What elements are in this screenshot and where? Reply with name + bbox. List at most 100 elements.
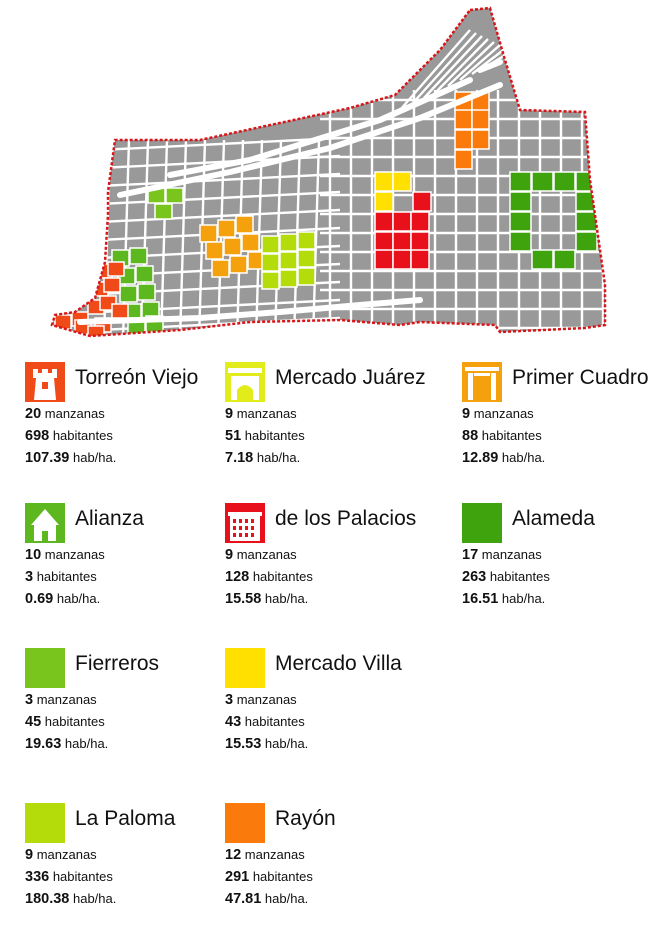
district-block-rayon xyxy=(454,149,473,170)
district-block-la-paloma xyxy=(297,231,316,250)
blocks-count: 9 manzanas xyxy=(25,847,97,863)
district-block-palacios xyxy=(374,249,394,270)
district-block-palacios xyxy=(374,211,394,232)
legend-item-torreon-viejo: Torreón Viejo 20 manzanas 698 habitantes… xyxy=(25,362,240,492)
density-value: 19.63 hab/ha. xyxy=(25,736,109,752)
district-block-primer-cuadro xyxy=(241,233,260,252)
district-block-alameda xyxy=(531,249,554,270)
district-name: Fierreros xyxy=(75,652,160,675)
population-count: 336 habitantes xyxy=(25,869,113,885)
district-block-palacios xyxy=(410,249,430,270)
house-icon xyxy=(25,503,65,543)
density-value: 15.58 hab/ha. xyxy=(225,591,309,607)
legend-item-de-los-palacios: de los Palacios 9 manzanas 128 habitante… xyxy=(225,503,440,633)
district-name: Mercado Juárez xyxy=(275,366,426,389)
district-block-la-paloma xyxy=(261,253,280,272)
legend-item-alianza: Alianza 10 manzanas 3 habitantes 0.69 ha… xyxy=(25,503,240,633)
district-block-fierreros xyxy=(154,203,173,220)
district-block-alameda xyxy=(575,211,598,232)
solid-square-icon xyxy=(25,803,65,843)
district-block-la-paloma xyxy=(279,251,298,270)
blocks-count: 9 manzanas xyxy=(225,406,297,422)
population-count: 43 habitantes xyxy=(225,714,305,730)
blocks-count: 12 manzanas xyxy=(225,847,305,863)
solid-square-icon xyxy=(462,503,502,543)
legend-item-fierreros: Fierreros 3 manzanas 45 habitantes 19.63… xyxy=(25,648,240,778)
district-name: Mercado Villa xyxy=(275,652,402,675)
district-name: La Paloma xyxy=(75,807,176,830)
district-block-torreon-viejo xyxy=(54,314,72,330)
district-block-alameda xyxy=(509,211,532,232)
district-block-la-paloma xyxy=(297,249,316,268)
tower-icon xyxy=(25,362,65,402)
legend-item-alameda: Alameda 17 manzanas 263 habitantes 16.51… xyxy=(462,503,671,633)
legend-item-la-paloma: La Paloma 9 manzanas 336 habitantes 180.… xyxy=(25,803,240,933)
district-name: Torreón Viejo xyxy=(75,366,199,389)
blocks-count: 10 manzanas xyxy=(25,547,105,563)
district-block-rayon xyxy=(454,109,473,130)
district-name: de los Palacios xyxy=(275,507,417,530)
district-name: Alianza xyxy=(75,507,144,530)
district-name: Rayón xyxy=(275,807,336,830)
population-count: 128 habitantes xyxy=(225,569,313,585)
district-block-la-paloma xyxy=(261,235,280,254)
district-block-torreon-viejo xyxy=(103,277,121,293)
district-block-la-paloma xyxy=(297,267,316,286)
district-block-alameda xyxy=(509,191,532,212)
density-value: 0.69 hab/ha. xyxy=(25,591,101,607)
district-block-rayon xyxy=(471,129,490,150)
district-block-palacios xyxy=(374,231,394,252)
district-block-primer-cuadro xyxy=(199,224,218,243)
city-blocks xyxy=(52,8,605,336)
density-value: 15.53 hab/ha. xyxy=(225,736,309,752)
density-value: 7.18 hab/ha. xyxy=(225,450,301,466)
population-count: 45 habitantes xyxy=(25,714,105,730)
density-value: 180.38 hab/ha. xyxy=(25,891,117,907)
district-block-primer-cuadro xyxy=(229,255,248,274)
district-block-palacios xyxy=(392,231,412,252)
district-name: Alameda xyxy=(512,507,595,530)
district-block-alameda xyxy=(575,171,598,192)
density-value: 107.39 hab/ha. xyxy=(25,450,117,466)
density-value: 16.51 hab/ha. xyxy=(462,591,546,607)
district-block-alianza xyxy=(129,247,148,265)
city-boundary xyxy=(50,6,607,338)
district-block-la-paloma xyxy=(261,271,280,290)
blocks-count: 20 manzanas xyxy=(25,406,105,422)
district-block-alameda xyxy=(553,171,576,192)
district-block-primer-cuadro xyxy=(223,237,242,256)
district-block-alianza xyxy=(137,283,156,301)
population-count: 263 habitantes xyxy=(462,569,550,585)
district-block-torreon-viejo xyxy=(107,261,125,277)
district-block-rayon xyxy=(471,109,490,130)
population-count: 291 habitantes xyxy=(225,869,313,885)
district-block-alameda xyxy=(597,211,605,232)
district-block-alameda xyxy=(509,171,532,192)
palace-icon xyxy=(225,503,265,543)
blocks-count: 9 manzanas xyxy=(462,406,534,422)
solid-square-icon xyxy=(225,803,265,843)
district-block-alianza xyxy=(135,265,154,283)
district-block-alameda xyxy=(597,171,605,192)
district-block-primer-cuadro xyxy=(211,259,230,278)
blocks-count: 17 manzanas xyxy=(462,547,542,563)
solid-square-icon xyxy=(25,648,65,688)
density-value: 12.89 hab/ha. xyxy=(462,450,546,466)
district-block-mercado-villa xyxy=(392,171,412,192)
district-block-alameda xyxy=(575,231,598,252)
blocks-count: 9 manzanas xyxy=(225,547,297,563)
population-count: 88 habitantes xyxy=(462,428,542,444)
district-block-alameda xyxy=(509,231,532,252)
blocks-count: 3 manzanas xyxy=(25,692,97,708)
district-block-palacios xyxy=(392,211,412,232)
legend-item-rayon: Rayón 12 manzanas 291 habitantes 47.81 h… xyxy=(225,803,440,933)
population-count: 698 habitantes xyxy=(25,428,113,444)
population-count: 3 habitantes xyxy=(25,569,97,585)
solid-square-icon xyxy=(225,648,265,688)
district-block-primer-cuadro xyxy=(205,241,224,260)
neighborhood-map xyxy=(50,6,607,338)
district-block-palacios xyxy=(392,249,412,270)
district-block-primer-cuadro xyxy=(235,215,254,234)
legend-item-mercado-juarez: Mercado Juárez 9 manzanas 51 habitantes … xyxy=(225,362,440,492)
district-block-mercado-villa xyxy=(374,191,394,212)
